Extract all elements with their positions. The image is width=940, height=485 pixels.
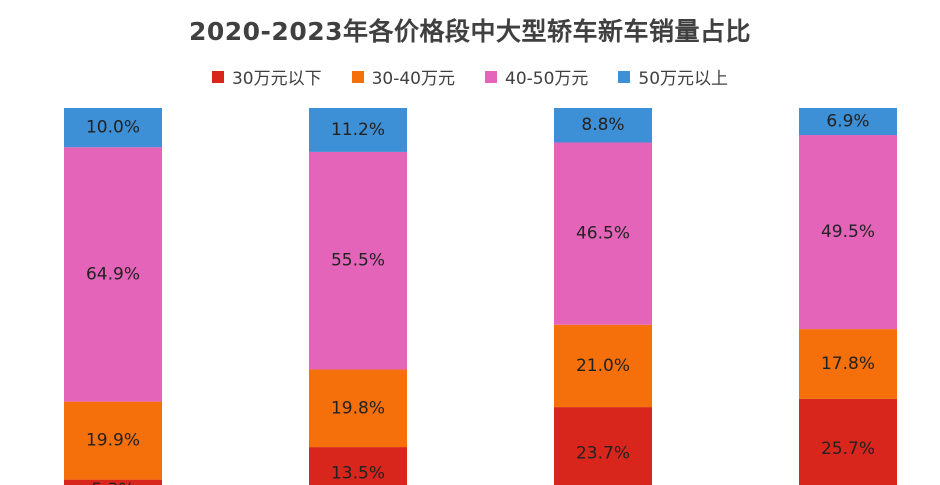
bar-segment-40-50w-2022 bbox=[554, 142, 652, 325]
bar-segment-30-40w-2020 bbox=[64, 401, 162, 480]
bar-group-2020: 5.3% 19.9% 64.9% 10.0% bbox=[64, 108, 162, 485]
legend-swatch-under-30w bbox=[211, 70, 224, 83]
bar-segment-over-50w-2020 bbox=[64, 108, 162, 148]
bar-segment-30-40w-2023 bbox=[799, 329, 897, 399]
legend-item-under-30w: 30万元以下 bbox=[211, 64, 322, 89]
chart-legend: 30万元以下 30-40万元 40-50万元 50万元以上 bbox=[0, 64, 940, 89]
legend-item-over-50w: 50万元以上 bbox=[618, 64, 728, 89]
bar-segment-over-50w-2023 bbox=[799, 108, 897, 136]
legend-label-30-40w: 30-40万元 bbox=[371, 69, 455, 89]
data-label-30-40w-2021: 19.8% bbox=[331, 398, 385, 418]
bar-segment-40-50w-2021 bbox=[309, 151, 407, 370]
data-label-40-50w-2022: 46.5% bbox=[576, 224, 630, 244]
chart-title: 2020-2023年各价格段中大型轿车新车销量占比 bbox=[188, 17, 752, 46]
bar-segment-30-40w-2021 bbox=[309, 369, 407, 448]
legend-swatch-40-50w bbox=[485, 70, 497, 83]
data-label-over-50w-2022: 8.8% bbox=[581, 115, 624, 135]
data-label-under-30w-2023: 25.7% bbox=[821, 439, 875, 459]
bar-group-2023: 25.7% 17.8% 49.5% 6.9% bbox=[799, 108, 897, 485]
bar-segment-40-50w-2020 bbox=[64, 147, 162, 402]
bar-segment-40-50w-2023 bbox=[799, 135, 897, 330]
legend-label-over-50w: 50万元以上 bbox=[638, 69, 729, 89]
bar-segment-over-50w-2021 bbox=[309, 108, 407, 152]
legend-swatch-30-40w bbox=[351, 70, 364, 83]
bar-segment-under-30w-2022 bbox=[554, 407, 652, 485]
bar-segment-over-50w-2022 bbox=[554, 108, 652, 143]
bar-group-2022: 23.7% 21.0% 46.5% 8.8% bbox=[554, 108, 652, 485]
data-label-30-40w-2023: 17.8% bbox=[821, 354, 875, 374]
data-label-under-30w-2021: 13.5% bbox=[331, 464, 385, 484]
data-label-40-50w-2021: 55.5% bbox=[331, 251, 385, 271]
data-label-over-50w-2020: 10.0% bbox=[86, 118, 140, 138]
data-label-under-30w-2020: 5.3% bbox=[91, 480, 134, 485]
legend-item-40-50w: 40-50万元 bbox=[485, 64, 588, 89]
bar-segment-under-30w-2021 bbox=[309, 447, 407, 485]
legend-label-under-30w: 30万元以下 bbox=[231, 69, 322, 89]
data-label-30-40w-2020: 19.9% bbox=[86, 431, 140, 451]
bar-segment-30-40w-2022 bbox=[554, 324, 652, 408]
bar-segment-under-30w-2023 bbox=[799, 398, 897, 485]
legend-item-30-40w: 30-40万元 bbox=[351, 64, 455, 89]
data-label-over-50w-2023: 6.9% bbox=[826, 112, 869, 132]
data-label-over-50w-2021: 11.2% bbox=[331, 120, 385, 140]
data-label-under-30w-2022: 23.7% bbox=[576, 444, 630, 464]
legend-swatch-over-50w bbox=[618, 70, 631, 83]
bar-segment-under-30w-2020 bbox=[64, 479, 162, 485]
data-label-40-50w-2023: 49.5% bbox=[821, 222, 875, 242]
data-label-40-50w-2020: 64.9% bbox=[86, 264, 140, 284]
data-label-30-40w-2022: 21.0% bbox=[576, 356, 630, 376]
legend-label-40-50w: 40-50万元 bbox=[505, 69, 589, 89]
bar-group-2021: 13.5% 19.8% 55.5% 11.2% bbox=[309, 108, 407, 485]
